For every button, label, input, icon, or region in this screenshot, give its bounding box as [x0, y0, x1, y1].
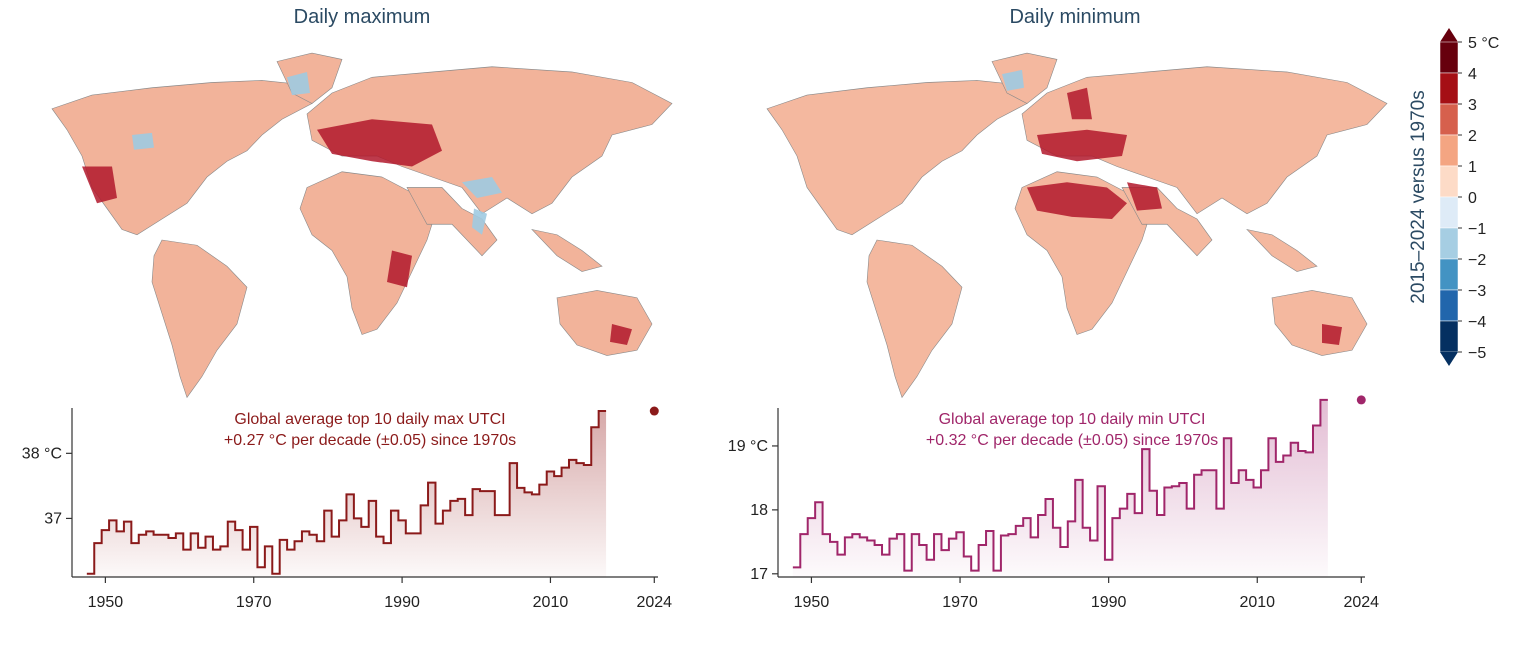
- cool-himalaya: [462, 177, 502, 198]
- colorbar-label: 5 °C: [1468, 35, 1499, 52]
- colorbar-bottom-arrow: [1440, 352, 1458, 366]
- colorbar-group: 5 °C 4 3 2 1 0 −1 −2 −3 −4 −5 2015–2024 versus 1970…: [1408, 28, 1499, 366]
- colorbar-segment: [1439, 320, 1459, 353]
- continent-se-asia: [1246, 228, 1318, 272]
- chart-daily-max: 37 38 °C 1950 1970 1990 2010 2024 Global averag…: [22, 406, 672, 611]
- colorbar-segment: [1439, 103, 1459, 136]
- continent-eurasia: [1021, 66, 1388, 215]
- continent-se-asia: [531, 228, 603, 272]
- chart-subtitle: +0.27 °C per decade (±0.05) since 1970s: [224, 432, 516, 449]
- x-tick-label: 1990: [1091, 594, 1127, 611]
- x-tick-label: 1950: [794, 594, 830, 611]
- x-tick-label: 1990: [384, 594, 420, 611]
- series-area: [792, 399, 1328, 577]
- hot-middle-east: [1127, 182, 1162, 211]
- colorbar-segment: [1439, 41, 1459, 74]
- continent-greenland: [991, 52, 1058, 104]
- colorbar-label: −3: [1468, 283, 1486, 300]
- y-tick-label: 17: [750, 566, 768, 583]
- chart-title: Global average top 10 daily max UTCI: [234, 411, 505, 428]
- latest-value-dot: [1356, 395, 1366, 405]
- title-daily-minimum: Daily minimum: [1009, 6, 1141, 28]
- colorbar-segment: [1439, 165, 1459, 198]
- colorbar-top-arrow: [1440, 28, 1458, 42]
- cool-greenland: [287, 72, 310, 96]
- map-daily-maximum: [51, 52, 673, 399]
- series-line: [792, 398, 1328, 572]
- y-tick-label: 19 °C: [728, 438, 768, 455]
- hot-australia: [1322, 324, 1342, 345]
- x-tick-label: 1970: [942, 594, 978, 611]
- y-tick-label: 38 °C: [22, 445, 62, 462]
- series-area: [86, 411, 607, 577]
- x-tick-label: 1970: [236, 594, 272, 611]
- x-tick-label: 2024: [636, 594, 672, 611]
- colorbar-segment: [1439, 289, 1459, 322]
- colorbar-segment: [1439, 196, 1459, 229]
- colorbar-label: 1: [1468, 159, 1477, 176]
- colorbar-label: 0: [1468, 190, 1477, 207]
- latest-value-dot: [649, 406, 659, 416]
- continent-africa: [299, 171, 438, 335]
- chart-subtitle: +0.32 °C per decade (±0.05) since 1970s: [926, 432, 1218, 449]
- colorbar-label: −5: [1468, 345, 1486, 362]
- hot-us-west: [82, 166, 117, 204]
- cool-greenland: [1002, 69, 1024, 91]
- colorbar-label: 3: [1468, 97, 1477, 114]
- colorbar-label: 2: [1468, 128, 1477, 145]
- colorbar-segment: [1439, 134, 1459, 167]
- hot-scandinavia: [1067, 87, 1092, 120]
- x-tick-label: 1950: [88, 594, 124, 611]
- colorbar-title: 2015–2024 versus 1970s: [1408, 90, 1429, 303]
- continent-south-america: [866, 239, 963, 399]
- hot-australia: [610, 324, 632, 345]
- x-tick-label: 2010: [533, 594, 569, 611]
- title-daily-maximum: Daily maximum: [293, 6, 431, 28]
- colorbar-label: 4: [1468, 66, 1477, 83]
- cool-india: [472, 208, 487, 235]
- colorbar-segment: [1439, 72, 1459, 105]
- hot-sahara: [1027, 182, 1127, 219]
- continent-arabia-india: [406, 187, 498, 257]
- hot-europe: [317, 119, 442, 167]
- cool-canada: [132, 132, 154, 150]
- chart-title: Global average top 10 daily min UTCI: [939, 411, 1206, 428]
- hot-europe: [1037, 129, 1127, 162]
- x-tick-label: 2024: [1343, 594, 1379, 611]
- y-tick-label: 37: [44, 510, 62, 527]
- continent-australia: [1271, 290, 1368, 356]
- x-tick-label: 2010: [1239, 594, 1275, 611]
- hot-east-africa: [387, 250, 412, 288]
- colorbar-segment: [1439, 227, 1459, 260]
- series-line: [86, 410, 607, 575]
- colorbar-label: −1: [1468, 221, 1486, 238]
- map-daily-minimum: [766, 52, 1388, 399]
- colorbar-segment: [1439, 258, 1459, 291]
- continent-south-america: [151, 239, 248, 399]
- chart-daily-min: 17 18 19 °C 1950 1970 1990 2010 2024 Global aver…: [728, 395, 1379, 611]
- colorbar-label: −2: [1468, 252, 1486, 269]
- continent-north-america: [766, 80, 1028, 236]
- y-tick-label: 18: [750, 502, 768, 519]
- colorbar-label: −4: [1468, 314, 1486, 331]
